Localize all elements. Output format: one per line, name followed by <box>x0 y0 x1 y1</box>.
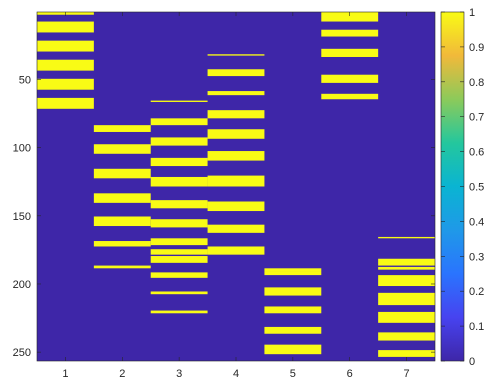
heatmap-cell <box>378 311 435 323</box>
heatmap-cell <box>150 219 208 228</box>
heatmap-cell <box>37 40 94 52</box>
heatmap-cell <box>93 168 151 179</box>
heatmap-cell <box>264 306 322 314</box>
x-tick-label: 2 <box>119 368 125 380</box>
heatmap-cells <box>37 12 435 357</box>
heatmap-cell <box>150 118 208 126</box>
colorbar-tick-label: 0.8 <box>469 77 484 89</box>
heatmap-cell <box>264 271 322 276</box>
heatmap-cell <box>378 292 435 306</box>
colorbar-tick-label: 0.3 <box>469 251 484 263</box>
colorbar-tick-label: 0.9 <box>469 42 484 54</box>
heatmap-cell <box>378 350 435 357</box>
colorbar-tick-label: 0.4 <box>469 216 484 228</box>
y-axis: 50 100 150 200 250 <box>13 74 435 359</box>
x-tick-label: 1 <box>62 368 68 380</box>
heatmap-cell <box>150 157 208 167</box>
heatmap-cell <box>264 344 322 355</box>
heatmap-cell <box>93 265 151 269</box>
heatmap-cell <box>37 59 94 71</box>
heatmap-cell <box>264 268 322 272</box>
heatmap-cell <box>207 224 265 233</box>
plot-area <box>36 11 436 362</box>
colorbar-tick-label: 1 <box>469 7 475 19</box>
heatmap-cell <box>321 29 379 37</box>
heatmap-cell <box>150 310 208 314</box>
heatmap-cell <box>93 144 151 154</box>
heatmap-cell <box>378 236 435 239</box>
heatmap-cell <box>378 275 435 287</box>
heatmap-cell <box>378 332 435 341</box>
colorbar-tick-label: 0.7 <box>469 112 484 124</box>
y-tick-label: 100 <box>13 143 31 155</box>
heatmap-cell <box>37 21 94 33</box>
heatmap-cell <box>264 326 322 334</box>
colorbar-tick-label: 0.5 <box>469 182 484 194</box>
heatmap-cell <box>378 266 435 270</box>
heatmap-cell <box>321 74 379 83</box>
colorbar-tick-label: 0.1 <box>469 321 484 333</box>
heatmap-cell <box>207 91 265 96</box>
colorbar-tick-label: 0 <box>469 356 475 368</box>
y-tick-label: 150 <box>13 211 31 223</box>
heatmap-cell <box>37 97 94 109</box>
x-tick-label: 4 <box>233 368 239 380</box>
heatmap-cell <box>150 256 208 263</box>
heatmap-cell <box>150 272 208 278</box>
heatmap-cell <box>207 129 265 139</box>
heatmap-cell <box>37 78 94 90</box>
x-tick-label: 5 <box>290 368 296 380</box>
heatmap-cell <box>150 238 208 246</box>
heatmap-cell <box>150 176 208 187</box>
heatmap-cell <box>150 200 208 209</box>
heatmap-cell <box>207 175 265 187</box>
heatmap-cell <box>207 69 265 77</box>
heatmap-cell <box>321 12 379 22</box>
x-axis: 1 2 3 4 5 6 7 <box>62 12 410 380</box>
heatmap-cell <box>207 201 265 212</box>
heatmap-cell <box>93 216 151 227</box>
heatmap-cell <box>150 291 208 295</box>
colorbar-tick-label: 0.2 <box>469 286 484 298</box>
heatmap-cell <box>207 54 265 56</box>
heatmap-cell <box>321 48 379 57</box>
x-tick-label: 3 <box>176 368 182 380</box>
y-tick-label: 200 <box>13 279 31 291</box>
y-tick-label: 50 <box>19 74 31 86</box>
y-tick-label: 250 <box>13 347 31 359</box>
heatmap-cell <box>93 193 151 203</box>
heatmap-cell <box>150 100 208 102</box>
colorbar-tick-label: 0.6 <box>469 147 484 159</box>
heatmap-cell <box>378 258 435 266</box>
heatmap-cell <box>207 246 265 255</box>
colorbar-ticks: 0 0.1 0.2 0.3 0.4 0.5 0.6 0.7 0.8 0.9 1 <box>441 7 484 368</box>
heatmap-cell <box>207 151 265 161</box>
colorbar: 0 0.1 0.2 0.3 0.4 0.5 0.6 0.7 0.8 0.9 1 <box>440 7 484 368</box>
x-tick-label: 6 <box>347 368 353 380</box>
heatmap-cell <box>264 287 322 296</box>
heatmap-cell <box>321 93 379 100</box>
heatmap-cell <box>207 110 265 119</box>
heatmap-cell <box>93 241 151 247</box>
heatmap-cell <box>150 249 208 255</box>
heatmap-cell <box>150 137 208 146</box>
heatmap-cell <box>93 125 151 132</box>
x-tick-label: 7 <box>404 368 410 380</box>
